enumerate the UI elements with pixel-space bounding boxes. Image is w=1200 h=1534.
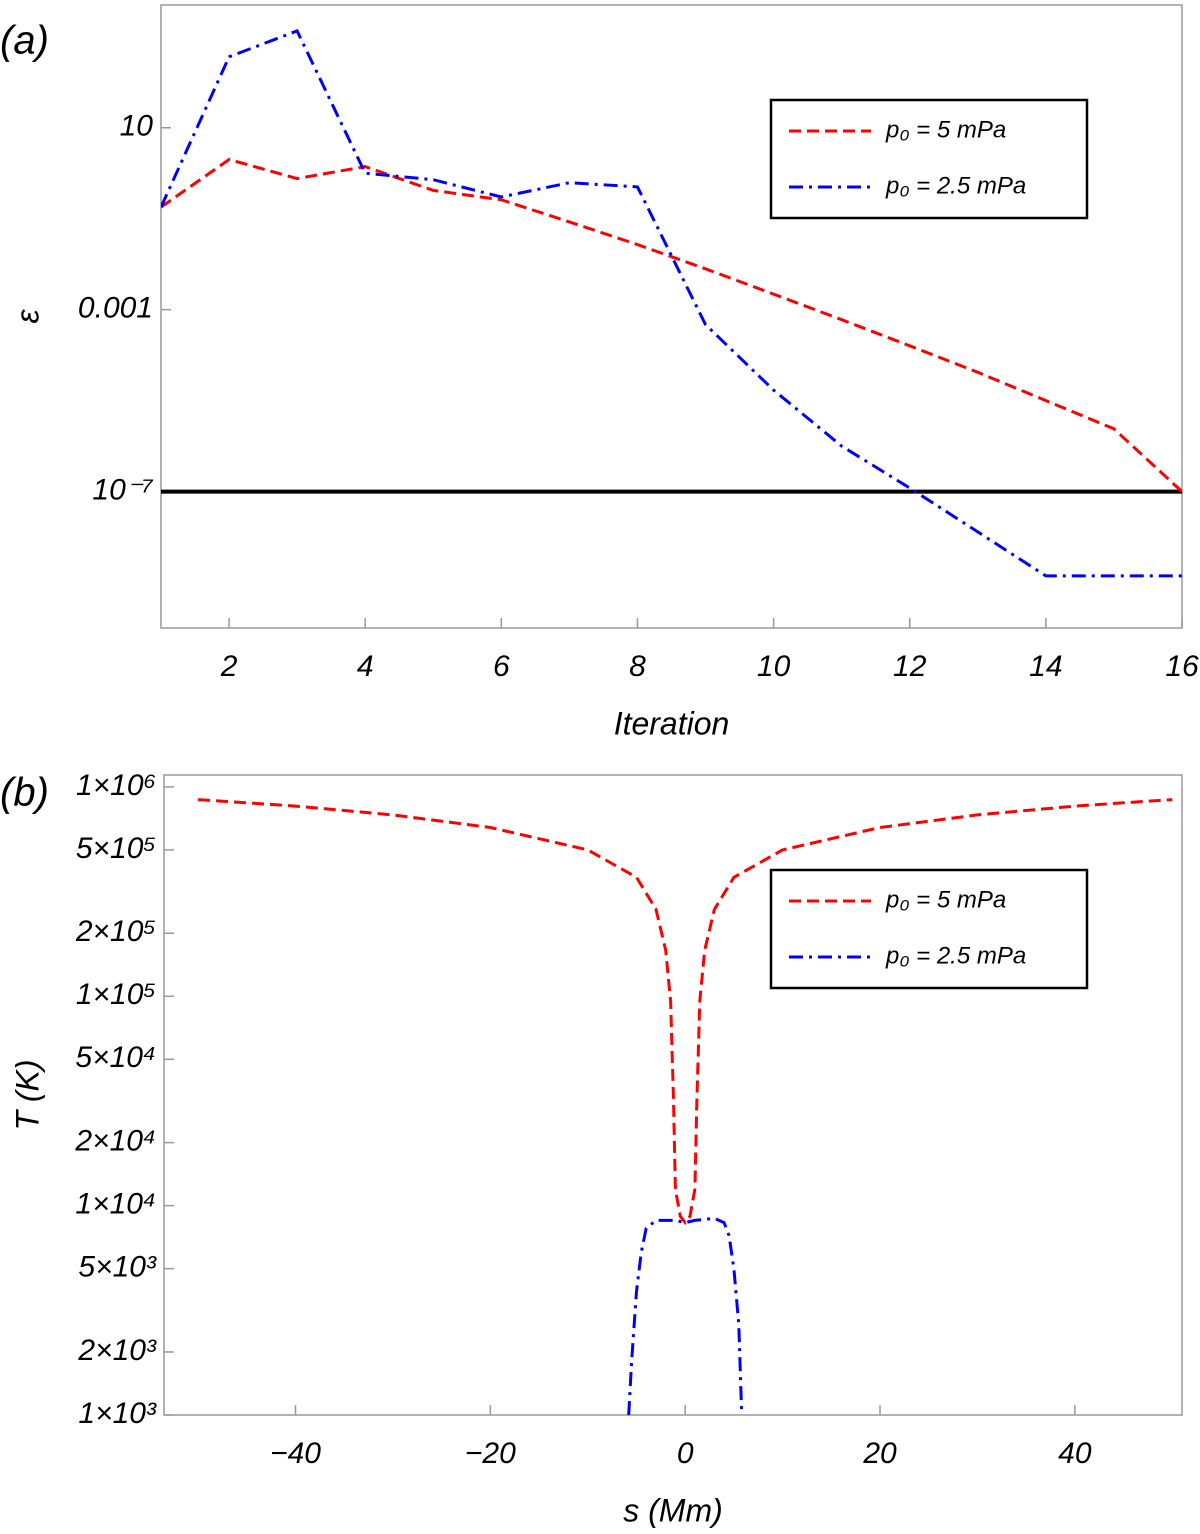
y-tick-label: 1×10⁴ [75, 1188, 156, 1221]
legend-label: p₀ = 5 mPa [885, 116, 1006, 143]
x-tick-label: 10 [757, 650, 791, 683]
x-tick-label: 4 [357, 650, 374, 683]
legend-label: p₀ = 2.5 mPa [885, 172, 1026, 199]
x-axis-label: Iteration [614, 705, 730, 741]
panel-label: (a) [0, 19, 49, 63]
x-tick-label: 20 [862, 1437, 897, 1470]
x-tick-label: 12 [893, 650, 927, 683]
y-tick-label: 2×10³ [77, 1334, 157, 1367]
x-tick-label: 8 [629, 650, 646, 683]
y-tick-label: 0.001 [78, 292, 153, 325]
plot-frame [163, 774, 1183, 1416]
series-line [627, 1216, 744, 1415]
x-tick-label: 6 [493, 650, 510, 683]
panel-label: (b) [0, 771, 49, 815]
y-tick-label: 2×10⁵ [75, 915, 156, 948]
x-tick-label: −20 [465, 1437, 516, 1470]
y-axis-label: T (K) [9, 1059, 45, 1130]
x-axis-label: s (Mm) [623, 1492, 723, 1528]
x-tick-label: 2 [220, 650, 238, 683]
x-tick-label: 0 [677, 1437, 694, 1470]
y-tick-label: 5×10⁴ [75, 1041, 156, 1074]
legend-label: p₀ = 5 mPa [885, 886, 1006, 913]
legend-box [769, 98, 1089, 220]
y-axis-label: ε [9, 309, 45, 324]
y-tick-label: 2×10⁴ [74, 1125, 156, 1158]
y-tick-label: 5×10³ [78, 1251, 157, 1284]
y-tick-label: 10 [120, 110, 154, 143]
x-tick-label: 14 [1029, 650, 1062, 683]
x-tick-label: 40 [1058, 1437, 1092, 1470]
y-tick-label: 5×10⁵ [76, 832, 156, 865]
series-line [161, 29, 1182, 578]
y-tick-label: 10⁻⁷ [92, 473, 153, 506]
y-tick-label: 1×10³ [78, 1397, 157, 1430]
series-line [198, 798, 1173, 1226]
legend-label: p₀ = 2.5 mPa [885, 942, 1026, 969]
x-tick-label: 16 [1165, 650, 1199, 683]
plot-frame [160, 4, 1183, 629]
x-tick-label: −40 [270, 1437, 321, 1470]
legend-box [769, 868, 1089, 990]
y-tick-label: 1×10⁶ [76, 769, 156, 802]
series-line [161, 157, 1182, 493]
y-tick-label: 1×10⁵ [76, 978, 156, 1011]
